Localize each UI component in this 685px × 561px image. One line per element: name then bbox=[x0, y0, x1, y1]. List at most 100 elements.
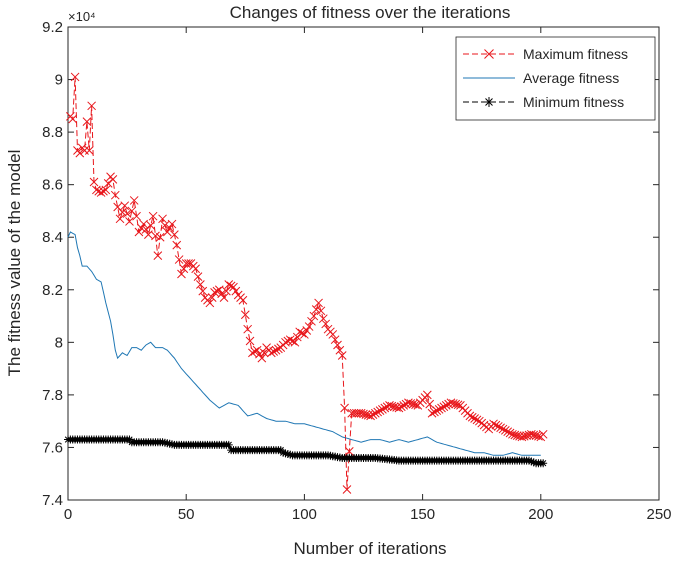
x-marker bbox=[411, 400, 420, 410]
x-marker bbox=[266, 348, 276, 358]
star-marker bbox=[286, 450, 295, 459]
x-marker bbox=[361, 410, 371, 419]
x-marker bbox=[281, 337, 290, 347]
x-marker bbox=[148, 211, 158, 221]
x-marker bbox=[304, 322, 314, 331]
x-marker bbox=[193, 272, 203, 281]
x-marker bbox=[250, 347, 260, 356]
x-marker bbox=[446, 398, 456, 408]
star-marker bbox=[160, 438, 169, 447]
x-marker bbox=[422, 390, 432, 400]
x-marker bbox=[318, 314, 328, 324]
x-marker bbox=[99, 186, 108, 196]
x-marker bbox=[259, 348, 269, 358]
x-marker bbox=[498, 424, 508, 434]
x-marker bbox=[141, 224, 151, 234]
x-marker bbox=[493, 422, 503, 431]
star-marker bbox=[158, 438, 167, 447]
x-marker bbox=[302, 326, 312, 335]
star-marker bbox=[224, 440, 233, 449]
y-exponent-label: ×10⁴ bbox=[68, 9, 96, 24]
x-marker bbox=[82, 117, 92, 126]
x-marker bbox=[373, 407, 383, 417]
x-marker bbox=[125, 217, 134, 226]
x-marker bbox=[115, 214, 125, 224]
x-marker bbox=[505, 428, 515, 438]
x-marker bbox=[134, 227, 144, 237]
x-marker bbox=[491, 420, 501, 430]
x-marker bbox=[500, 426, 510, 435]
chart-title: Changes of fitness over the iterations bbox=[230, 3, 511, 22]
x-marker bbox=[538, 429, 548, 439]
x-marker bbox=[120, 201, 130, 211]
x-marker bbox=[526, 429, 536, 439]
y-tick-label: 9.2 bbox=[42, 19, 63, 36]
x-marker bbox=[472, 415, 482, 425]
series-minimum-fitness bbox=[64, 435, 548, 468]
x-marker bbox=[229, 282, 238, 292]
x-marker bbox=[108, 175, 118, 184]
x-marker bbox=[295, 327, 305, 337]
x-marker bbox=[314, 298, 323, 308]
x-marker bbox=[285, 335, 295, 345]
y-axis-label: The fitness value of the model bbox=[5, 150, 24, 377]
x-marker bbox=[519, 431, 529, 441]
x-marker bbox=[248, 348, 257, 358]
x-marker bbox=[510, 430, 520, 440]
x-marker bbox=[158, 214, 167, 224]
x-tick-label: 150 bbox=[410, 506, 435, 523]
axis-ticks: 0 50 100 150 200 250 7.4 7.6 7.8 8 8.2 8.4 8.6 8.8 9 9.… bbox=[42, 19, 671, 523]
star-marker bbox=[281, 449, 290, 458]
x-marker bbox=[212, 286, 222, 296]
x-marker bbox=[356, 408, 366, 418]
y-tick-label: 8 bbox=[55, 334, 63, 351]
x-marker bbox=[434, 404, 444, 414]
x-marker bbox=[309, 311, 319, 321]
x-marker bbox=[300, 330, 309, 339]
x-tick-label: 200 bbox=[528, 506, 553, 523]
x-marker bbox=[177, 269, 186, 279]
x-marker bbox=[146, 221, 156, 230]
x-marker bbox=[153, 251, 163, 260]
x-marker bbox=[205, 298, 215, 308]
x-axis-label: Number of iterations bbox=[293, 539, 446, 558]
x-marker bbox=[207, 293, 217, 303]
x-marker bbox=[427, 408, 437, 418]
x-marker bbox=[243, 324, 253, 334]
star-marker bbox=[165, 439, 174, 448]
x-marker bbox=[165, 223, 175, 233]
x-marker bbox=[370, 408, 380, 418]
x-marker bbox=[129, 196, 139, 205]
x-marker bbox=[136, 223, 146, 233]
x-marker bbox=[245, 336, 255, 346]
x-marker bbox=[224, 280, 234, 289]
x-marker bbox=[321, 319, 331, 329]
star-marker bbox=[539, 459, 548, 468]
x-tick-label: 50 bbox=[178, 506, 195, 523]
x-marker bbox=[219, 293, 229, 303]
series-line bbox=[67, 231, 541, 456]
x-marker bbox=[214, 285, 224, 295]
y-tick-label: 7.6 bbox=[42, 439, 63, 456]
x-marker bbox=[101, 185, 111, 195]
x-marker bbox=[451, 399, 461, 409]
x-marker bbox=[70, 72, 80, 82]
x-marker bbox=[92, 185, 101, 195]
x-marker bbox=[453, 400, 463, 410]
x-marker bbox=[174, 255, 184, 264]
x-marker bbox=[375, 406, 385, 416]
x-marker bbox=[292, 332, 302, 342]
star-marker bbox=[283, 450, 292, 459]
x-marker bbox=[162, 227, 172, 237]
legend-label-max: Maximum fitness bbox=[523, 46, 628, 62]
x-marker bbox=[257, 353, 267, 363]
x-marker bbox=[330, 335, 340, 345]
x-marker bbox=[144, 230, 153, 239]
x-marker bbox=[531, 431, 541, 440]
x-marker bbox=[122, 209, 132, 218]
x-marker bbox=[328, 330, 338, 339]
legend-label-avg: Average fitness bbox=[523, 70, 619, 86]
x-marker bbox=[378, 404, 387, 414]
x-marker bbox=[184, 259, 193, 268]
x-marker bbox=[118, 207, 127, 217]
